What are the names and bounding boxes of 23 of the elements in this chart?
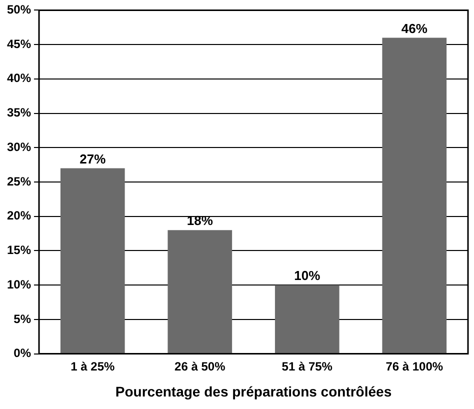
- y-tick-label: 0%: [14, 346, 32, 360]
- data-label: 27%: [80, 151, 106, 166]
- x-tick-label: 76 à 100%: [386, 359, 444, 374]
- y-tick-label: 5%: [14, 312, 32, 326]
- bar: [168, 230, 232, 354]
- bar: [60, 168, 125, 354]
- y-tick-label: 50%: [6, 2, 32, 17]
- data-label: 46%: [401, 20, 428, 36]
- bar: [382, 38, 447, 354]
- bar: [274, 285, 340, 354]
- data-label: 10%: [294, 268, 321, 284]
- y-tick-label: 35%: [6, 106, 32, 120]
- y-tick-label: 25%: [6, 174, 32, 188]
- y-tick-label: 30%: [6, 140, 32, 154]
- y-tick-label: 15%: [6, 243, 32, 258]
- x-tick-label: 26 à 50%: [174, 359, 226, 374]
- y-tick-label: 10%: [6, 277, 32, 292]
- y-tick-label: 20%: [6, 208, 32, 223]
- y-tick-label: 45%: [6, 36, 32, 51]
- x-tick-label: 1 à 25%: [70, 359, 115, 374]
- x-tick-label: 51 à 75%: [282, 359, 333, 374]
- x-axis-title: Pourcentage des préparations contrôlées: [115, 383, 392, 400]
- y-tick-label: 40%: [6, 71, 32, 86]
